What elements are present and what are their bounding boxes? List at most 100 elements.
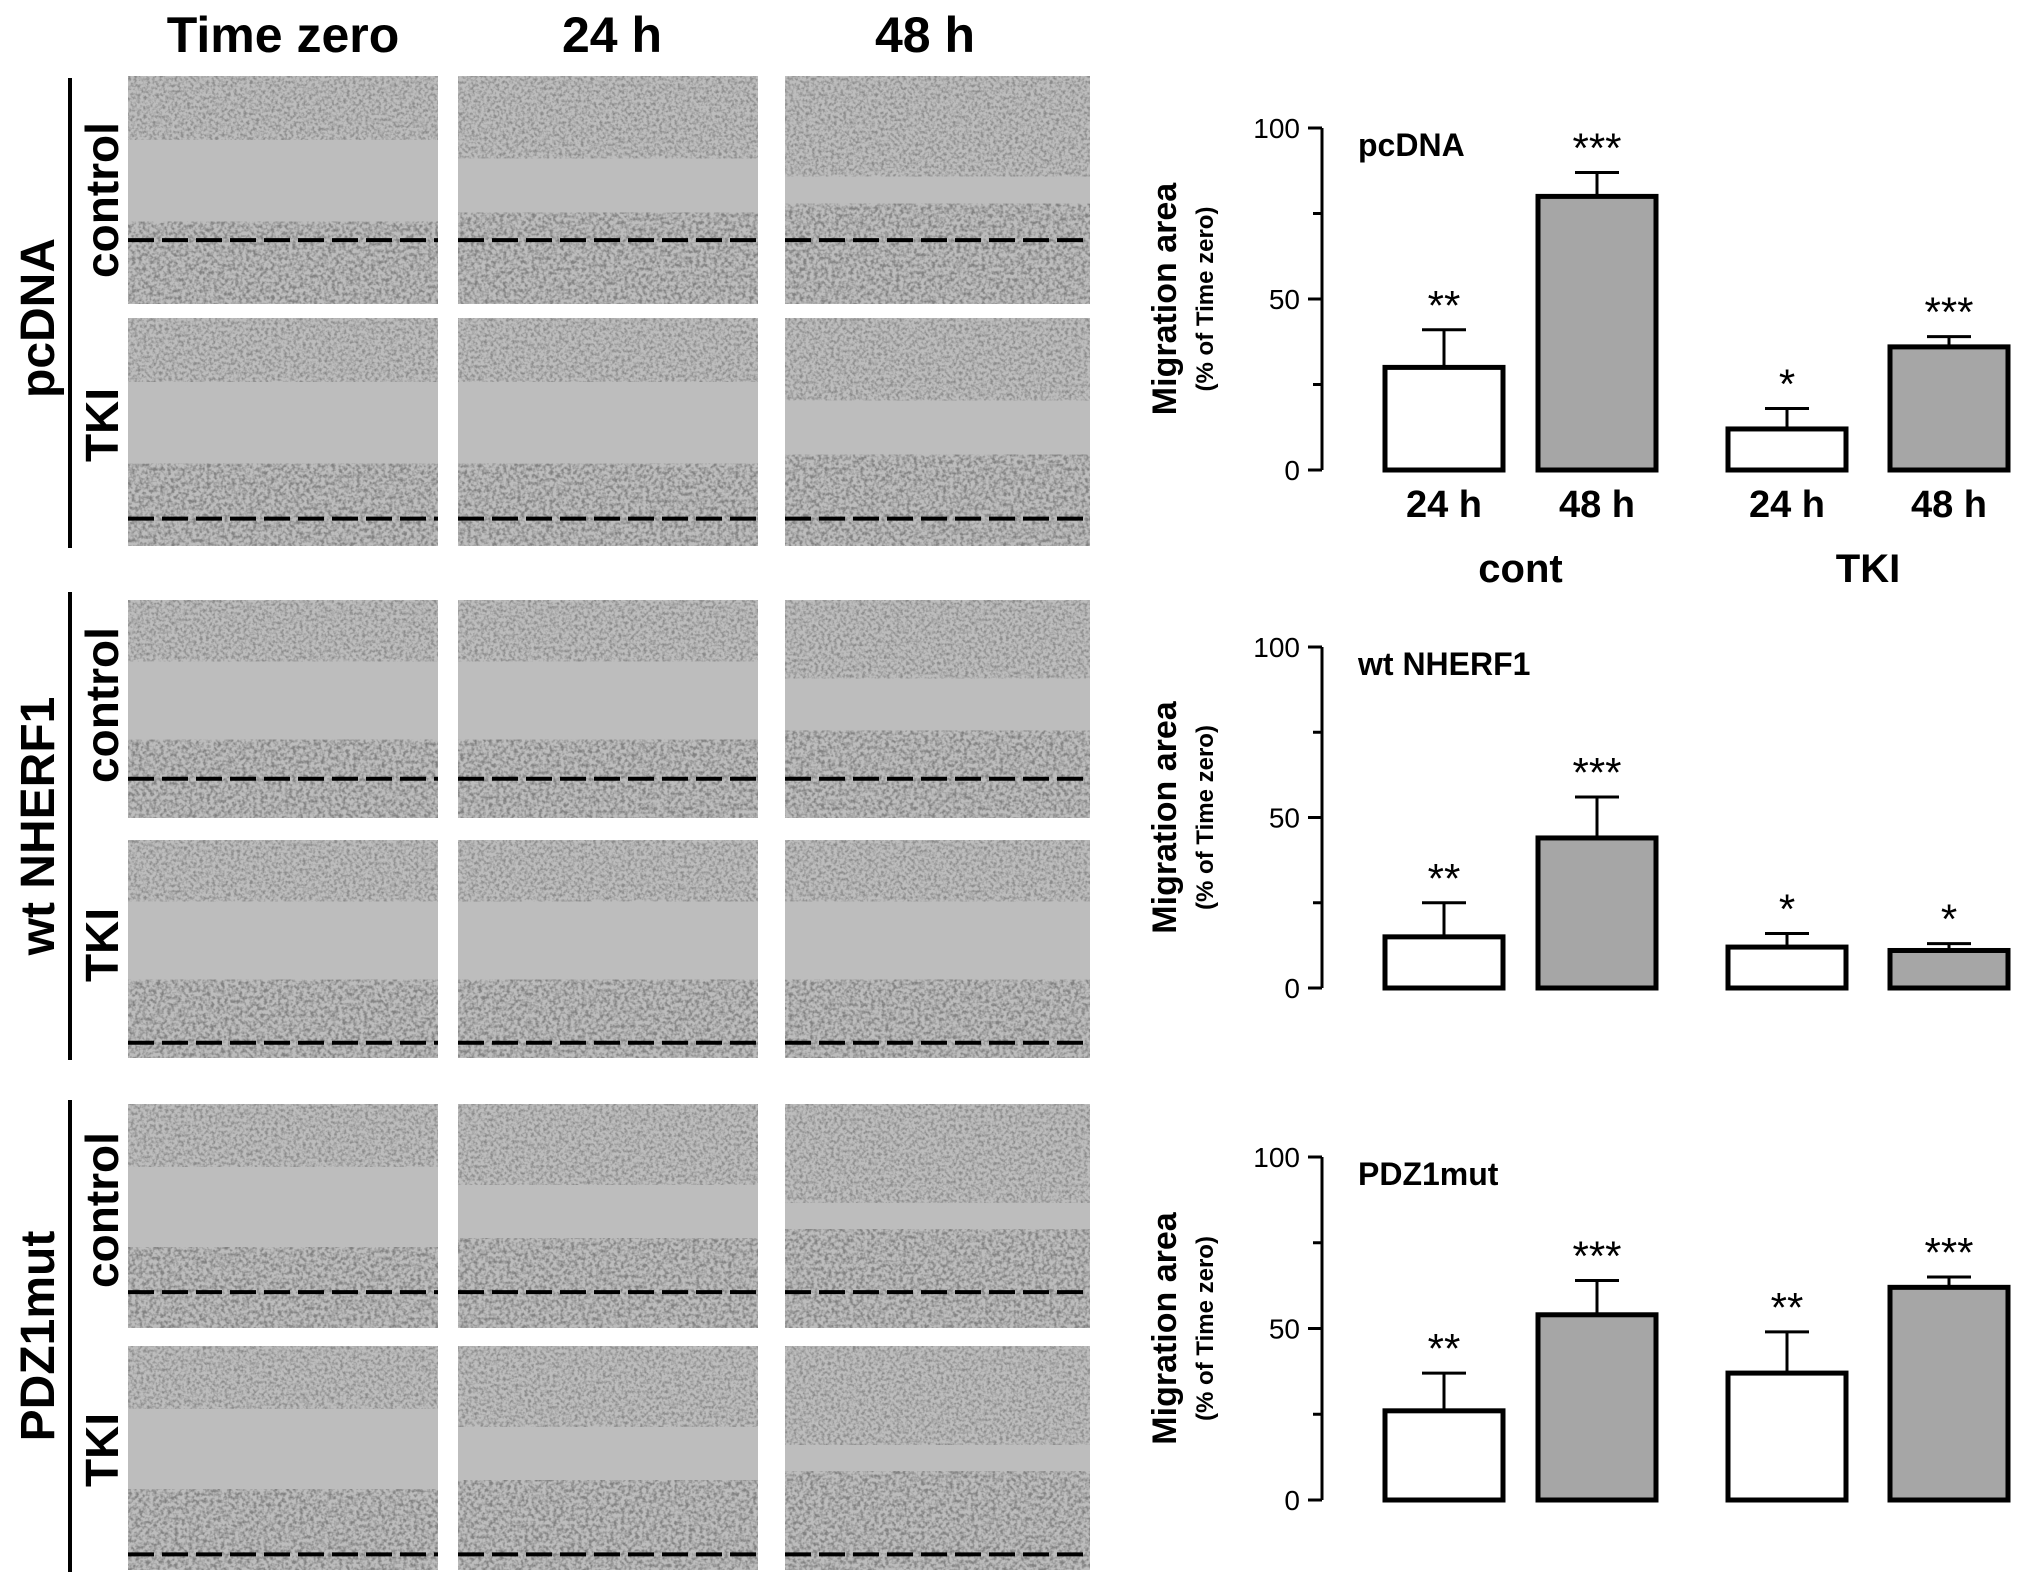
cell-layer-upper bbox=[128, 76, 438, 140]
bar-cont-24-h: ** 24 h bbox=[1382, 282, 1506, 526]
micrograph-pcdna-tki-48-h bbox=[785, 318, 1090, 546]
significance-label: *** bbox=[1924, 1229, 1973, 1276]
cell-layer-upper bbox=[128, 840, 438, 902]
bar-rect bbox=[1535, 1312, 1659, 1503]
x-category-label: 48 h bbox=[1559, 484, 1635, 526]
significance-label: *** bbox=[1924, 289, 1973, 336]
cell-layer-lower bbox=[785, 979, 1090, 1058]
y-tick-label: 50 bbox=[1269, 1314, 1300, 1345]
cell-layer-lower bbox=[128, 1247, 438, 1328]
bar-rect bbox=[1887, 344, 2011, 473]
significance-label: * bbox=[1779, 360, 1795, 407]
x-group-label-cont: cont bbox=[1478, 547, 1562, 591]
cell-layer-upper bbox=[785, 318, 1090, 401]
cell-layer-lower bbox=[458, 1238, 758, 1328]
cell-layer-upper bbox=[785, 76, 1090, 177]
chart-pdz1mut: 0 50 100 Migration area (% of Time zero) PDZ1… bbox=[1146, 1142, 2011, 1516]
cell-layer-upper bbox=[128, 318, 438, 382]
y-tick-label: 100 bbox=[1253, 632, 1300, 663]
y-tick-label: 100 bbox=[1253, 1142, 1300, 1173]
cell-layer-upper bbox=[458, 600, 758, 662]
bar-rect bbox=[1725, 426, 1849, 473]
y-axis-label: Migration area bbox=[1146, 1211, 1184, 1444]
y-tick-label: 50 bbox=[1269, 284, 1300, 315]
y-tick-label: 100 bbox=[1253, 113, 1300, 144]
micrograph-pcdna-control-48-h bbox=[785, 76, 1090, 304]
chart-pcdna: 0 50 100 Migration area (% of Time zero) pcDN… bbox=[1146, 113, 2011, 591]
micrograph-wt-nherf1-tki-time-zero bbox=[128, 840, 438, 1058]
y-tick-label: 0 bbox=[1284, 1485, 1300, 1516]
condition-label-pcdna-tki: TKI bbox=[76, 388, 128, 462]
micrograph-pcdna-control-time-zero bbox=[128, 76, 438, 304]
group-label-wt-nherf1: wt NHERF1 bbox=[12, 697, 65, 957]
micrograph-wt-nherf1-tki-24-h bbox=[458, 840, 758, 1058]
micrograph-pdz1mut-tki-48-h bbox=[785, 1346, 1090, 1570]
significance-label: ** bbox=[1428, 1325, 1461, 1372]
micrograph-pdz1mut-control-24-h bbox=[458, 1104, 758, 1328]
significance-label: * bbox=[1779, 885, 1795, 932]
micrograph-wt-nherf1-control-48-h bbox=[785, 600, 1090, 818]
cell-layer-upper bbox=[128, 1104, 438, 1167]
x-category-label: 48 h bbox=[1911, 484, 1987, 526]
bar-rect bbox=[1382, 1408, 1506, 1503]
chart-wt-nherf1: 0 50 100 Migration area (% of Time zero) wt N… bbox=[1146, 632, 2011, 1004]
bar-tki-48-h: * bbox=[1887, 896, 2011, 991]
x-category-label: 24 h bbox=[1749, 484, 1825, 526]
bar-rect bbox=[1725, 1370, 1849, 1503]
y-axis-label: Migration area bbox=[1146, 182, 1184, 415]
cell-layer-upper bbox=[458, 76, 758, 159]
significance-label: *** bbox=[1572, 749, 1621, 796]
micrograph-wt-nherf1-control-24-h bbox=[458, 600, 758, 818]
cell-layer-upper bbox=[458, 1104, 758, 1185]
column-header-24h: 24 h bbox=[562, 7, 662, 63]
micrograph-pdz1mut-control-time-zero bbox=[128, 1104, 438, 1328]
bar-rect bbox=[1725, 944, 1849, 991]
chart-title: wt NHERF1 bbox=[1357, 646, 1530, 682]
micrograph-grid bbox=[128, 76, 1090, 1570]
cell-layer-upper bbox=[128, 1346, 438, 1409]
micrograph-pdz1mut-control-48-h bbox=[785, 1104, 1090, 1328]
group-label-pdz1mut: PDZ1mut bbox=[12, 1231, 65, 1442]
column-header-48h: 48 h bbox=[875, 7, 975, 63]
chart-title: PDZ1mut bbox=[1358, 1156, 1499, 1192]
bar-tki-24-h: * bbox=[1725, 885, 1849, 991]
y-tick-label: 50 bbox=[1269, 803, 1300, 834]
condition-label-wt-nherf1-tki: TKI bbox=[76, 908, 128, 982]
bar-charts: 0 50 100 Migration area (% of Time zero) pcDN… bbox=[1146, 113, 2011, 1516]
micrograph-pdz1mut-tki-time-zero bbox=[128, 1346, 438, 1570]
significance-label: *** bbox=[1572, 1232, 1621, 1279]
cell-layer-lower bbox=[128, 463, 438, 546]
x-category-label: 24 h bbox=[1406, 484, 1482, 526]
bar-rect bbox=[1887, 947, 2011, 991]
bar-rect bbox=[1382, 364, 1506, 473]
micrograph-wt-nherf1-tki-48-h bbox=[785, 840, 1090, 1058]
cell-layer-lower bbox=[785, 203, 1090, 304]
cell-layer-lower bbox=[128, 221, 438, 304]
cell-layer-upper bbox=[785, 1104, 1090, 1203]
condition-label-wt-nherf1-control: control bbox=[76, 627, 128, 783]
bar-cont-48-h: *** bbox=[1535, 1232, 1659, 1503]
cell-layer-upper bbox=[785, 600, 1090, 679]
cell-layer-lower bbox=[785, 1229, 1090, 1328]
cell-layer-upper bbox=[458, 840, 758, 902]
cell-layer-lower bbox=[458, 212, 758, 304]
cell-layer-lower bbox=[458, 1480, 758, 1570]
micrograph-pcdna-tki-24-h bbox=[458, 318, 758, 546]
cell-layer-upper bbox=[128, 600, 438, 662]
micrograph-pcdna-tki-time-zero bbox=[128, 318, 438, 546]
cell-layer-upper bbox=[458, 318, 758, 382]
y-axis-sublabel: (% of Time zero) bbox=[1192, 725, 1219, 910]
significance-label: *** bbox=[1572, 124, 1621, 171]
cell-layer-lower bbox=[128, 979, 438, 1058]
significance-label: ** bbox=[1428, 282, 1461, 329]
condition-label-pdz1mut-tki: TKI bbox=[76, 1413, 128, 1487]
cell-layer-upper bbox=[785, 840, 1090, 902]
micrograph-pdz1mut-tki-24-h bbox=[458, 1346, 758, 1570]
condition-label-pdz1mut-control: control bbox=[76, 1132, 128, 1288]
cell-layer-lower bbox=[458, 979, 758, 1058]
micrograph-pcdna-control-24-h bbox=[458, 76, 758, 304]
bar-cont-24-h: ** bbox=[1382, 855, 1506, 991]
bar-cont-48-h: *** 48 h bbox=[1535, 124, 1659, 526]
cell-layer-lower bbox=[458, 463, 758, 546]
